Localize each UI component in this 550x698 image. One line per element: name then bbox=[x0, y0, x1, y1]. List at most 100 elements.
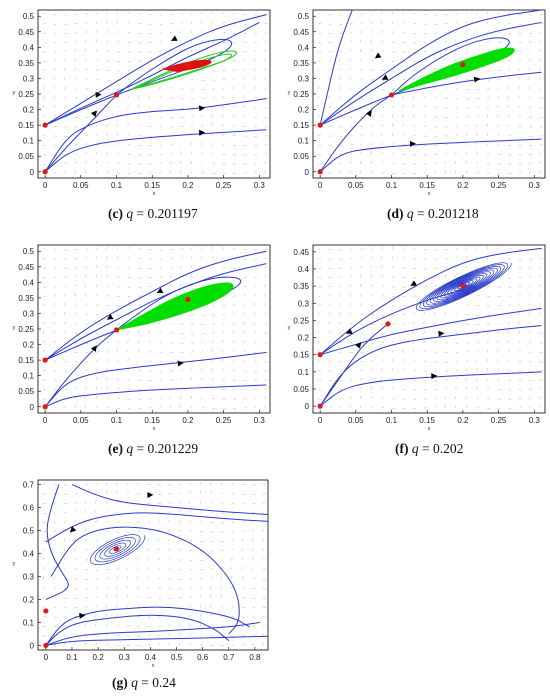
caption-var: q bbox=[126, 441, 134, 456]
trajectory-5 bbox=[44, 129, 267, 173]
direction-arrow-0 bbox=[69, 526, 77, 533]
direction-arrow-3 bbox=[438, 330, 445, 337]
trajectory-3 bbox=[44, 94, 117, 173]
trajectory-4 bbox=[319, 94, 392, 173]
plot-area bbox=[37, 479, 269, 651]
trajectory-0 bbox=[45, 484, 69, 600]
y-tick-label: 0.3 bbox=[23, 309, 35, 318]
equilibrium-point-2 bbox=[385, 321, 391, 327]
equilibrium-point-1 bbox=[42, 357, 48, 363]
x-tick-label: 0 bbox=[44, 653, 49, 662]
caption-c: (c) q = 0.201197 bbox=[108, 206, 198, 222]
y-tick-label: 0.4 bbox=[23, 550, 35, 559]
y-tick-label: 0.5 bbox=[23, 247, 35, 256]
trajectory-7 bbox=[398, 47, 515, 92]
trajectory-4 bbox=[44, 351, 267, 408]
y-tick-label: 0.35 bbox=[293, 282, 309, 291]
trajectory-7 bbox=[134, 53, 233, 89]
trajectories bbox=[45, 484, 268, 646]
x-tick-label: 0.3 bbox=[254, 416, 266, 425]
direction-arrow-0 bbox=[170, 35, 178, 41]
direction-arrow-4 bbox=[199, 129, 206, 136]
x-tick-label: 0.1 bbox=[386, 416, 398, 425]
y-tick-label: 0 bbox=[305, 168, 310, 177]
caption-letter: (c) bbox=[108, 206, 123, 221]
trajectory-1 bbox=[44, 263, 267, 361]
x-tick-label: 0.15 bbox=[419, 416, 435, 425]
y-tick-label: 0.25 bbox=[293, 90, 309, 99]
direction-arrow-1 bbox=[346, 328, 353, 334]
x-tick-label: 0.05 bbox=[348, 181, 364, 190]
caption-value: = 0.24 bbox=[137, 675, 176, 690]
direction-arrow-0 bbox=[410, 280, 418, 286]
equilibrium-point-1 bbox=[317, 352, 323, 358]
y-tick-label: 0.25 bbox=[293, 316, 309, 325]
y-tick-label: 0.3 bbox=[298, 74, 310, 83]
y-tick-label: 0.5 bbox=[23, 527, 35, 536]
x-tick-label: 0.2 bbox=[182, 416, 194, 425]
direction-arrow-1 bbox=[106, 313, 114, 320]
trajectory-1 bbox=[44, 22, 260, 126]
phase-plot-e: 0 0.05 0.1 0.15 0.2 0.25 0.3 0 0.05 0.1 0.15 0.2 0.2… bbox=[13, 244, 271, 432]
trajectories bbox=[44, 14, 267, 173]
direction-arrow-2 bbox=[90, 110, 98, 117]
x-axis-label: x bbox=[428, 191, 431, 197]
trajectory-1 bbox=[319, 10, 542, 126]
direction-arrow-2 bbox=[147, 492, 154, 499]
y-tick-label: 0.4 bbox=[298, 265, 310, 274]
trajectories bbox=[319, 247, 542, 407]
caption-value: = 0.201229 bbox=[133, 441, 199, 456]
y-tick-label: 0.45 bbox=[18, 28, 34, 37]
x-tick-label: 0.1 bbox=[111, 181, 123, 190]
trajectory-2 bbox=[319, 21, 542, 126]
caption-letter: (e) bbox=[108, 441, 123, 456]
direction-field bbox=[42, 481, 266, 647]
trajectory-0 bbox=[44, 14, 267, 126]
y-tick-label: 0.15 bbox=[18, 356, 34, 365]
caption-var: q bbox=[131, 675, 138, 690]
caption-d: (d) q = 0.201218 bbox=[387, 206, 479, 222]
trajectory-1 bbox=[319, 289, 464, 356]
direction-field bbox=[318, 246, 543, 410]
equilibrium-point-2 bbox=[113, 546, 120, 552]
phase-plot-f: 0 0.05 0.1 0.15 0.2 0.25 0.3 0 0.05 0.1 0.15 0.2 0.2… bbox=[288, 244, 546, 432]
y-tick-label: 0.7 bbox=[23, 481, 35, 490]
caption-e: (e) q = 0.201229 bbox=[108, 441, 198, 457]
x-tick-label: 0.2 bbox=[93, 653, 105, 662]
trajectory-5 bbox=[319, 138, 542, 173]
y-tick-label: 0.3 bbox=[23, 74, 35, 83]
x-axis-label: x bbox=[152, 663, 155, 669]
direction-arrow-4 bbox=[409, 140, 416, 147]
x-tick-label: 0.8 bbox=[249, 653, 261, 662]
x-tick-label: 0.6 bbox=[197, 653, 209, 662]
y-tick-label: 0.3 bbox=[23, 572, 35, 581]
panel-c: 0 0.05 0.1 0.15 0.2 0.25 0.3 0 0.05 0.1 0.15 0.2 0.2… bbox=[0, 0, 275, 232]
x-tick-label: 0.3 bbox=[529, 181, 541, 190]
direction-arrow-0 bbox=[374, 52, 382, 59]
y-tick-label: 0.4 bbox=[298, 43, 310, 52]
y-tick-label: 0.1 bbox=[298, 368, 310, 377]
y-tick-label: 0.2 bbox=[23, 341, 35, 350]
x-tick-label: 0.05 bbox=[73, 416, 89, 425]
direction-arrow-0 bbox=[156, 287, 164, 294]
y-tick-label: 0.5 bbox=[298, 12, 310, 21]
x-tick-label: 0.1 bbox=[386, 181, 398, 190]
equilibrium-point-0 bbox=[317, 169, 323, 175]
y-tick-label: 0.1 bbox=[23, 372, 35, 381]
y-tick-label: 0.1 bbox=[298, 137, 310, 146]
direction-field bbox=[43, 246, 268, 410]
caption-letter: (d) bbox=[387, 206, 404, 221]
plot-area bbox=[37, 244, 271, 414]
trajectory-4 bbox=[45, 606, 250, 646]
direction-arrow-3 bbox=[177, 360, 184, 367]
direction-arrow-3 bbox=[198, 105, 206, 112]
trajectory-5 bbox=[45, 614, 230, 646]
caption-g: (g) q = 0.24 bbox=[112, 675, 176, 691]
x-tick-label: 0 bbox=[318, 416, 323, 425]
caption-var: q bbox=[406, 206, 414, 221]
trajectory-6 bbox=[116, 282, 234, 331]
trajectory-2 bbox=[320, 307, 542, 356]
x-tick-label: 0.3 bbox=[119, 653, 131, 662]
x-tick-label: 0.05 bbox=[348, 416, 364, 425]
x-tick-label: 0 bbox=[318, 181, 323, 190]
